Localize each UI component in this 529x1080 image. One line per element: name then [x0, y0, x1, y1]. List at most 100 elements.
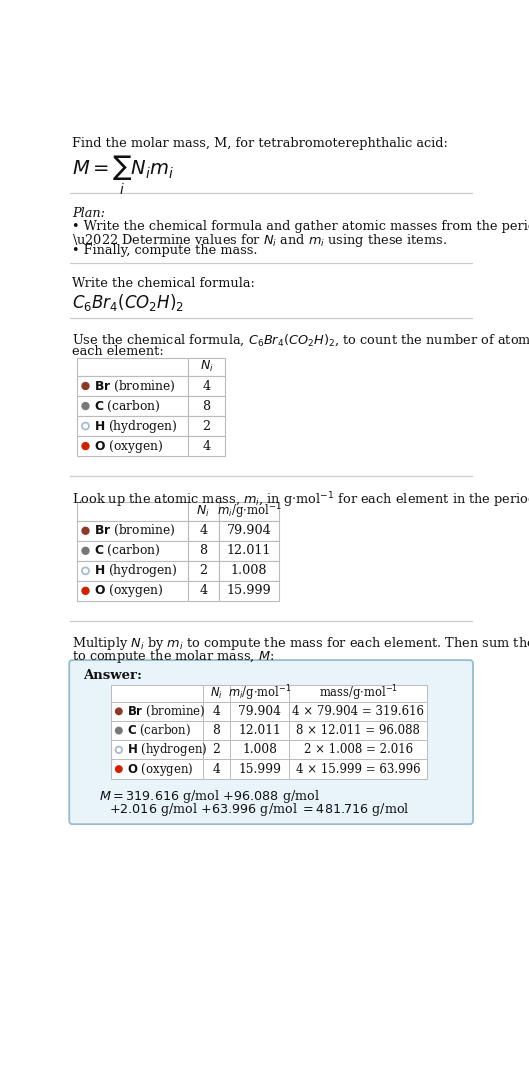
Bar	[77, 396, 188, 416]
Text: Use the chemical formula, $C_6Br_4(CO_2H)_2$, to count the number of atoms, $N_i: Use the chemical formula, $C_6Br_4(CO_2H…	[72, 333, 529, 348]
Text: Plan:: Plan:	[72, 206, 105, 219]
Text: $+ 2.016$ g/mol $+ 63.996$ g/mol $= 481.716$ g/mol: $+ 2.016$ g/mol $+ 63.996$ g/mol $= 481.…	[109, 801, 409, 818]
Text: Multiply $N_i$ by $m_i$ to compute the mass for each element. Then sum those val: Multiply $N_i$ by $m_i$ to compute the m…	[72, 635, 529, 651]
Circle shape	[82, 588, 89, 594]
Bar	[77, 416, 188, 436]
Text: 12.011: 12.011	[227, 544, 271, 557]
Bar	[188, 436, 225, 456]
Bar	[77, 502, 188, 521]
Text: 2: 2	[213, 743, 221, 756]
Text: $\bf{O}$ (oxygen): $\bf{O}$ (oxygen)	[94, 437, 163, 455]
Text: $\bf{O}$ (oxygen): $\bf{O}$ (oxygen)	[94, 582, 163, 599]
Bar	[111, 759, 203, 779]
Text: to compute the molar mass, $M$:: to compute the molar mass, $M$:	[72, 648, 275, 665]
Text: 8: 8	[202, 400, 211, 413]
Bar	[77, 357, 188, 376]
Text: 4: 4	[213, 705, 221, 718]
Bar	[289, 721, 427, 740]
Bar	[203, 759, 231, 779]
Bar	[77, 376, 188, 396]
Circle shape	[82, 403, 89, 409]
Bar	[231, 721, 289, 740]
Text: 1.008: 1.008	[242, 743, 277, 756]
Bar	[188, 561, 219, 581]
Bar	[219, 541, 279, 561]
Text: 8: 8	[213, 724, 221, 737]
Text: 2 × 1.008 = 2.016: 2 × 1.008 = 2.016	[304, 743, 413, 756]
Text: Find the molar mass, M, for tetrabromoterephthalic acid:: Find the molar mass, M, for tetrabromote…	[72, 137, 448, 150]
Text: $M = 319.616$ g/mol $+ 96.088$ g/mol: $M = 319.616$ g/mol $+ 96.088$ g/mol	[99, 788, 321, 805]
Text: 79.904: 79.904	[226, 524, 271, 537]
Text: 15.999: 15.999	[239, 762, 281, 775]
Text: 79.904: 79.904	[239, 705, 281, 718]
Bar	[111, 740, 203, 759]
Bar	[188, 502, 219, 521]
Text: 4: 4	[199, 524, 207, 537]
Bar	[203, 721, 231, 740]
Text: 4: 4	[202, 440, 211, 453]
Text: 12.011: 12.011	[239, 724, 281, 737]
Bar	[111, 685, 203, 702]
Bar	[289, 740, 427, 759]
Text: $m_i$/g$\cdot$mol$^{-1}$: $m_i$/g$\cdot$mol$^{-1}$	[228, 684, 291, 703]
Text: $N_i$: $N_i$	[210, 686, 223, 701]
Text: $m_i$/g$\cdot$mol$^{-1}$: $m_i$/g$\cdot$mol$^{-1}$	[217, 502, 281, 522]
Text: $\bf{Br}$ (bromine): $\bf{Br}$ (bromine)	[127, 704, 206, 719]
Circle shape	[115, 708, 122, 715]
Text: $\bf{C}$ (carbon): $\bf{C}$ (carbon)	[94, 543, 161, 558]
Bar	[219, 581, 279, 600]
Text: $N_i$: $N_i$	[196, 504, 210, 519]
Bar	[289, 685, 427, 702]
Text: $\bf{H}$ (hydrogen): $\bf{H}$ (hydrogen)	[94, 563, 178, 579]
Text: 4: 4	[199, 584, 207, 597]
Bar	[77, 521, 188, 541]
Circle shape	[115, 766, 122, 772]
Text: $C_6Br_4(CO_2H)_2$: $C_6Br_4(CO_2H)_2$	[72, 292, 185, 313]
Bar	[77, 581, 188, 600]
Text: Answer:: Answer:	[83, 670, 142, 683]
Circle shape	[82, 527, 89, 535]
Text: 2: 2	[199, 565, 207, 578]
Bar	[203, 685, 231, 702]
Bar	[203, 740, 231, 759]
Circle shape	[82, 548, 89, 554]
Circle shape	[82, 443, 89, 449]
Text: 1.008: 1.008	[231, 565, 267, 578]
Text: $\bf{Br}$ (bromine): $\bf{Br}$ (bromine)	[94, 523, 176, 538]
Text: 4 × 79.904 = 319.616: 4 × 79.904 = 319.616	[293, 705, 424, 718]
Text: $M = \sum_i N_i m_i$: $M = \sum_i N_i m_i$	[72, 154, 175, 198]
Circle shape	[115, 727, 122, 733]
Bar	[77, 436, 188, 456]
Text: 4: 4	[213, 762, 221, 775]
Text: • Finally, compute the mass.: • Finally, compute the mass.	[72, 244, 258, 257]
Bar	[289, 759, 427, 779]
Text: 15.999: 15.999	[226, 584, 271, 597]
Text: Write the chemical formula:: Write the chemical formula:	[72, 276, 255, 289]
Text: each element:: each element:	[72, 346, 164, 359]
Text: $\bf{Br}$ (bromine): $\bf{Br}$ (bromine)	[94, 378, 176, 393]
Text: $\bf{H}$ (hydrogen): $\bf{H}$ (hydrogen)	[94, 418, 178, 434]
Text: • Write the chemical formula and gather atomic masses from the periodic table.: • Write the chemical formula and gather …	[72, 219, 529, 232]
Bar	[111, 721, 203, 740]
Text: 2: 2	[202, 419, 211, 433]
Text: 4: 4	[202, 379, 211, 392]
Bar	[188, 416, 225, 436]
Bar	[231, 759, 289, 779]
Bar	[203, 702, 231, 721]
Text: $N_i$: $N_i$	[199, 360, 213, 375]
Text: $\bf{H}$ (hydrogen): $\bf{H}$ (hydrogen)	[127, 741, 208, 758]
Bar	[188, 357, 225, 376]
Text: \u2022 Determine values for $N_i$ and $m_i$ using these items.: \u2022 Determine values for $N_i$ and $m…	[72, 232, 448, 249]
Bar	[77, 561, 188, 581]
Bar	[188, 581, 219, 600]
Bar	[231, 685, 289, 702]
Bar	[188, 396, 225, 416]
Bar	[188, 541, 219, 561]
Text: 4 × 15.999 = 63.996: 4 × 15.999 = 63.996	[296, 762, 421, 775]
Bar	[219, 521, 279, 541]
Bar	[77, 541, 188, 561]
Circle shape	[82, 382, 89, 390]
Text: Look up the atomic mass, $m_i$, in g$\cdot$mol$^{-1}$ for each element in the pe: Look up the atomic mass, $m_i$, in g$\cd…	[72, 490, 529, 510]
FancyBboxPatch shape	[69, 660, 473, 824]
Bar	[219, 561, 279, 581]
